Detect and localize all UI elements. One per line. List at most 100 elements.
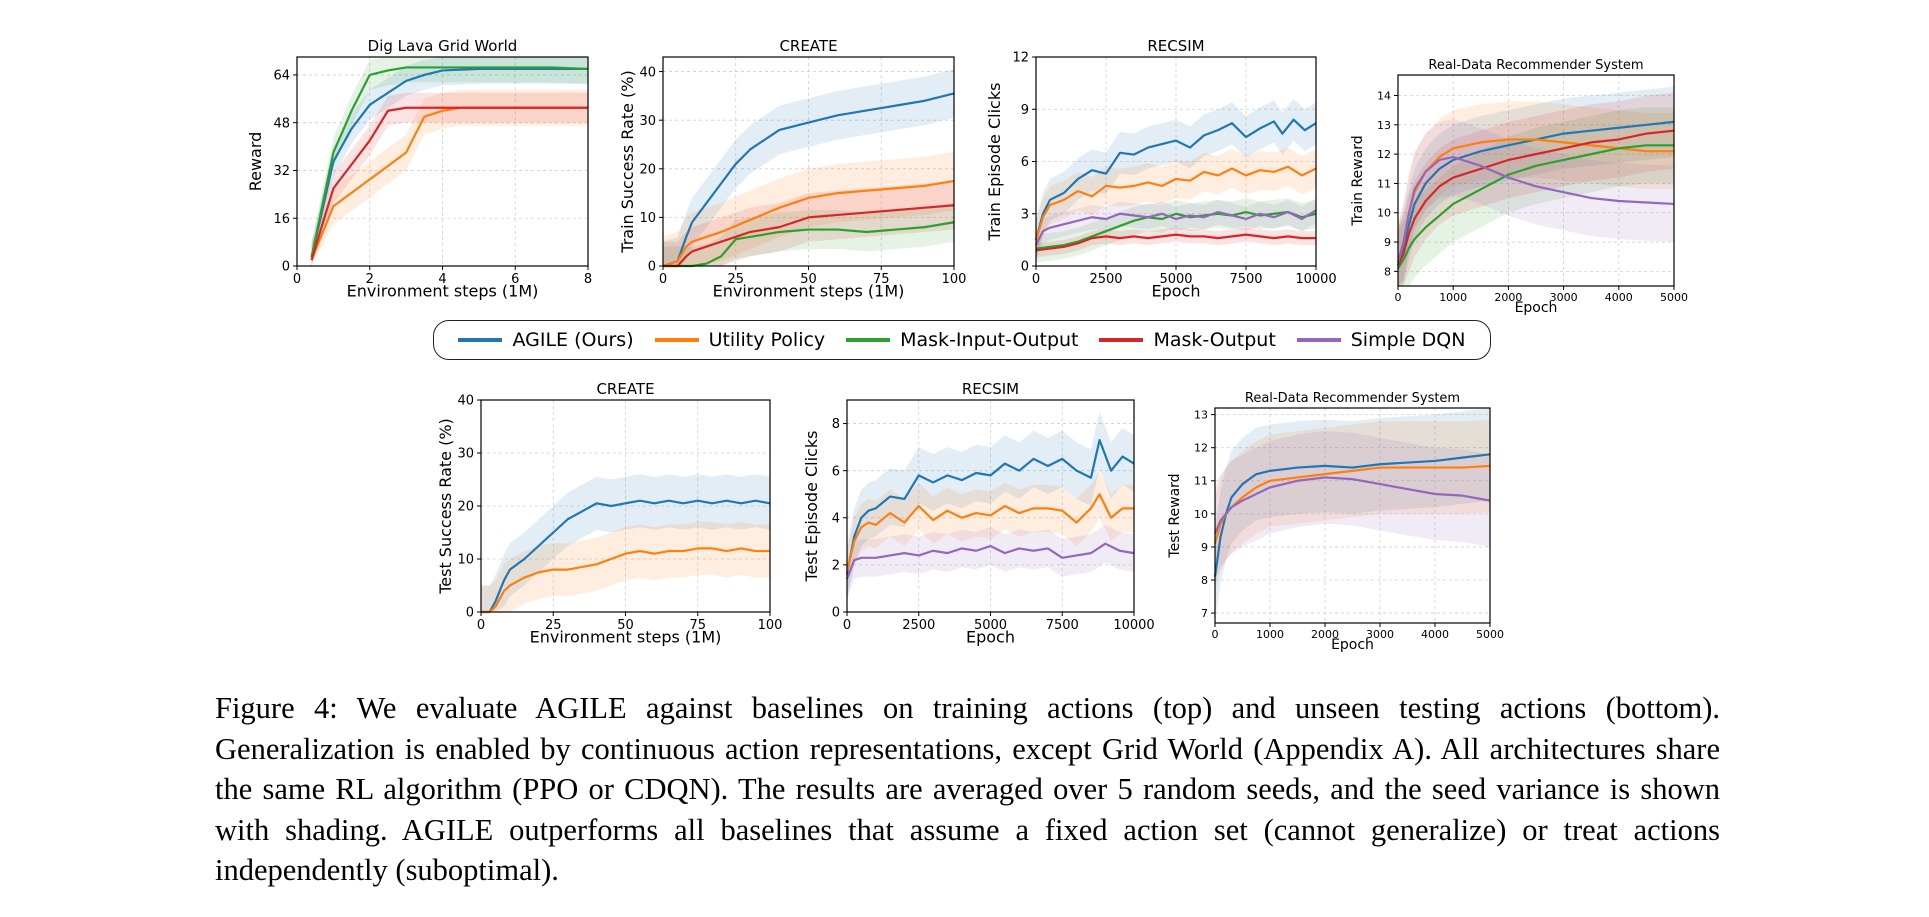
x-tick-label: 4000	[1605, 291, 1633, 304]
shared-legend: AGILE (Ours) Utility Policy Mask-Input-O…	[433, 320, 1491, 360]
y-tick-label: 3	[1021, 207, 1029, 222]
x-tick-label: 3000	[1550, 291, 1578, 304]
y-axis-label: Train Success Rate (%)	[618, 70, 637, 253]
y-tick-label: 11	[1194, 475, 1208, 488]
y-tick-label: 20	[457, 500, 474, 515]
series-line	[662, 92, 955, 268]
series-line	[845, 493, 1134, 573]
plot-frame	[1214, 407, 1491, 624]
x-tick-label: 0	[1212, 628, 1219, 641]
series-line	[663, 221, 955, 268]
x-tick-label: 6	[511, 272, 519, 287]
legend-label-mask-output: Mask-Output	[1153, 329, 1276, 351]
chart-panel-0: 0 2 4 6 8 0 16 32 48 64 Dig Lava Grid World Environ…	[246, 37, 592, 301]
y-tick-label: 6	[1021, 155, 1029, 170]
x-tick-label: 10000	[1295, 272, 1336, 287]
y-axis-label: Test Reward	[1167, 473, 1183, 558]
x-tick-label: 4000	[1421, 628, 1449, 641]
series-line	[1034, 165, 1317, 241]
y-tick-label: 11	[1377, 177, 1391, 190]
chart-title: Real-Data Recommender System	[1428, 58, 1643, 73]
x-tick-label: 50	[617, 618, 634, 633]
series-line	[1396, 155, 1675, 263]
y-tick-label: 12	[1012, 51, 1029, 66]
y-tick-label: 64	[273, 69, 290, 84]
y-tick-label: 8	[1384, 265, 1391, 278]
y-tick-label: 7	[1201, 607, 1208, 620]
series-line	[310, 67, 588, 258]
x-axis-label: Epoch	[1152, 282, 1201, 301]
series-line	[310, 106, 588, 261]
x-tick-label: 1000	[1256, 628, 1284, 641]
x-axis-label: Environment steps (1M)	[713, 282, 905, 301]
y-axis-label: Reward	[246, 132, 265, 192]
y-tick-label: 32	[273, 164, 290, 179]
legend-swatch-mask-output	[1099, 338, 1144, 342]
y-axis-label: Train Reward	[1350, 135, 1366, 226]
y-tick-label: 40	[457, 394, 474, 409]
series-band	[481, 521, 770, 612]
legend-label-simple-dqn: Simple DQN	[1350, 329, 1466, 351]
chart-panel-3: 0 1000 2000 3000 4000 5000 8 9 10 11 12 13 14 Real-Da…	[1350, 58, 1688, 316]
x-tick-label: 10000	[1113, 618, 1154, 633]
x-axis-label: Epoch	[966, 628, 1015, 647]
y-tick-label: 30	[457, 447, 474, 462]
series-line	[310, 66, 589, 258]
legend-swatch-simple-dqn	[1296, 338, 1341, 342]
series-band	[663, 180, 954, 266]
x-tick-label: 8	[584, 272, 592, 287]
legend-entry-mask-output: Mask-Output	[1099, 329, 1276, 351]
series-line	[662, 179, 955, 268]
x-tick-label: 75	[689, 618, 706, 633]
x-tick-label: 7500	[1229, 272, 1262, 287]
y-tick-label: 9	[1201, 541, 1208, 554]
x-tick-label: 0	[293, 272, 301, 287]
y-tick-label: 10	[1194, 508, 1208, 521]
x-tick-label: 2000	[1311, 628, 1339, 641]
x-tick-label: 25	[727, 272, 744, 287]
series-band	[847, 470, 1134, 596]
legend-entry-agile: AGILE (Ours)	[458, 329, 634, 351]
legend-entry-utility-policy: Utility Policy	[654, 329, 826, 351]
x-tick-label: 75	[873, 272, 890, 287]
x-tick-label: 3000	[1366, 628, 1394, 641]
legend-swatch-mask-input-output	[846, 338, 891, 342]
x-tick-label: 0	[659, 272, 667, 287]
series-band	[1215, 431, 1490, 580]
plot-frame	[1397, 74, 1675, 287]
x-tick-label: 100	[758, 618, 783, 633]
series-line	[1213, 453, 1491, 577]
x-tick-label: 5000	[1660, 291, 1688, 304]
series-band	[663, 69, 954, 267]
legend-label-mask-input-output: Mask-Input-Output	[900, 329, 1079, 351]
y-tick-label: 2	[832, 559, 840, 574]
series-line	[663, 204, 955, 268]
chart-panel-5: 0 2500 5000 7500 10000 0 2 4 6 8 RECSIM Epoch Test E…	[802, 380, 1155, 647]
y-tick-label: 0	[832, 606, 840, 621]
legend-entry-mask-input-output: Mask-Input-Output	[846, 329, 1079, 351]
x-axis-label: Epoch	[1331, 637, 1374, 653]
chart-panel-6: 0 1000 2000 3000 4000 5000 7 8 9 10 11 12 13 Real-Dat…	[1167, 391, 1504, 653]
chart-title: RECSIM	[962, 380, 1019, 398]
y-tick-label: 0	[466, 606, 474, 621]
series-line	[845, 438, 1135, 575]
series-line	[1035, 233, 1316, 252]
series-line	[1397, 144, 1674, 270]
series-line	[1396, 120, 1675, 263]
x-tick-label: 2500	[1089, 272, 1122, 287]
x-tick-label: 5000	[974, 618, 1007, 633]
y-tick-label: 12	[1194, 442, 1208, 455]
legend-label-utility-policy: Utility Policy	[708, 329, 826, 351]
series-line	[845, 542, 1135, 580]
figure-caption: Figure 4: We evaluate AGILE against base…	[215, 691, 1720, 887]
y-tick-label: 16	[273, 212, 290, 227]
y-axis-label: Test Success Rate (%)	[436, 418, 455, 595]
y-tick-label: 13	[1377, 119, 1391, 132]
x-axis-label: Environment steps (1M)	[530, 628, 722, 647]
series-line	[1035, 209, 1317, 246]
y-tick-label: 9	[1021, 103, 1029, 118]
series-band	[311, 92, 588, 266]
y-axis-label: Train Episode Clicks	[985, 83, 1004, 242]
y-tick-label: 0	[648, 260, 656, 275]
